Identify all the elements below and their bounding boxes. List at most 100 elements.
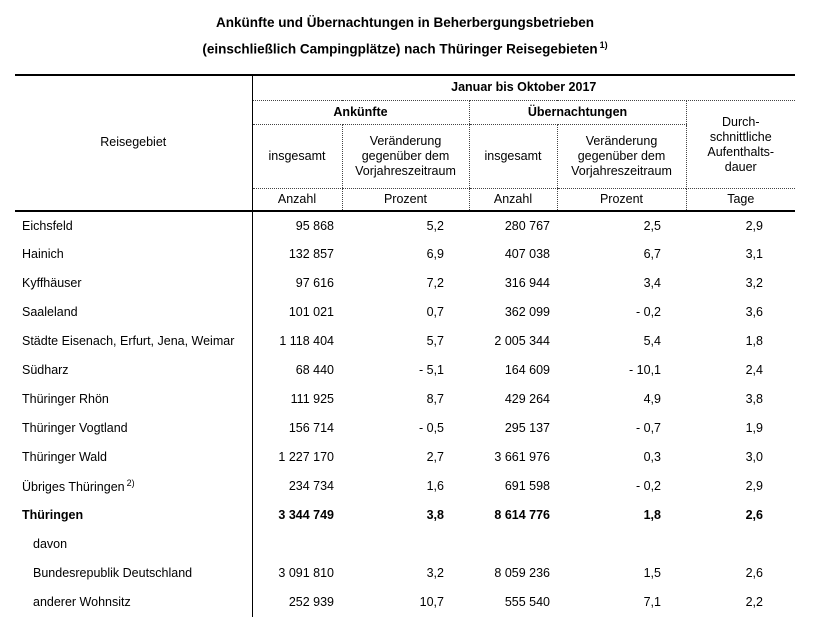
- overnights-change: - 0,2: [635, 479, 661, 493]
- overnights-total-header: insgesamt: [468, 124, 557, 189]
- table-row: Bundesrepublik Deutschland 3 091 810 3,2…: [15, 558, 795, 588]
- overnights-change: 2,5: [643, 218, 661, 233]
- region-name: Thüringer Vogtland: [15, 413, 253, 443]
- overnights-total: 164 609: [504, 363, 550, 377]
- statistics-table: Reisegebiet Januar bis Oktober 2017 Ankü…: [15, 73, 795, 617]
- avg-stay-days: 3,0: [745, 450, 763, 464]
- title-line-2: (einschließlich Campingplätze) nach Thür…: [202, 40, 608, 57]
- unit-prozent-arrivals: Prozent: [341, 188, 469, 212]
- table-row: Thüringer Vogtland 156 714 - 0,5 295 137…: [15, 413, 795, 443]
- arrivals-change: 2,7: [426, 450, 444, 464]
- arrivals-change: 0,7: [426, 305, 444, 319]
- avg-stay-days: 2,9: [745, 479, 763, 493]
- table-row: Thüringer Rhön 111 925 8,7 429 264 4,9 3…: [15, 384, 795, 414]
- overnights-change: 1,8: [643, 508, 661, 522]
- arrivals-change: 5,2: [426, 218, 444, 233]
- region-name: Städte Eisenach, Erfurt, Jena, Weimar: [15, 326, 253, 356]
- region-name: Thüringer Wald: [15, 442, 253, 472]
- overnights-change: 1,5: [643, 566, 661, 580]
- avg-stay-days: 3,6: [745, 305, 763, 319]
- arrivals-change: - 0,5: [418, 421, 444, 435]
- avg-stay-days: 2,6: [745, 508, 763, 522]
- document-content: Ankünfte und Übernachtungen in Beherberg…: [15, 0, 795, 617]
- avg-stay-days: 2,4: [745, 363, 763, 377]
- arrivals-total: 97 616: [295, 276, 334, 290]
- avg-stay-days: 2,6: [745, 566, 763, 580]
- period-header: Januar bis Oktober 2017: [252, 74, 795, 101]
- avg-stay-days: 1,9: [745, 421, 763, 435]
- table-row-total: Thüringen 3 344 749 3,8 8 614 776 1,8 2,…: [15, 500, 795, 530]
- table-row: Saaleland 101 021 0,7 362 099 - 0,2 3,6: [15, 297, 795, 327]
- arrivals-change: [342, 530, 469, 559]
- header-row-units: Anzahl Prozent Anzahl Prozent Tage: [15, 188, 795, 212]
- avg-stay-days: [686, 530, 795, 559]
- overnights-total: 316 944: [504, 276, 550, 290]
- region-name: Thüringen: [15, 500, 253, 530]
- arrivals-total: 101 021: [288, 305, 334, 319]
- overnights-change: - 10,1: [629, 363, 661, 377]
- avg-stay-days: 1,8: [745, 334, 763, 348]
- overnights-change: [557, 530, 686, 559]
- header-row-groups: Ankünfte Übernachtungen Durch- schnittli…: [15, 100, 795, 189]
- arrivals-change: 1,6: [426, 479, 444, 493]
- unit-prozent-overnights: Prozent: [556, 188, 686, 212]
- avg-stay-days: 2,2: [745, 595, 763, 609]
- region-name: Kyffhäuser: [15, 268, 253, 298]
- overnights-total: 691 598: [504, 479, 550, 493]
- arrivals-total: [252, 530, 342, 559]
- overnights-change: 5,4: [643, 334, 661, 348]
- overnights-change: 7,1: [643, 595, 661, 609]
- unit-tage: Tage: [685, 188, 795, 212]
- header-row-subcolumns: insgesamt Veränderung gegenüber dem Vorj…: [15, 124, 795, 189]
- region-column-header: Reisegebiet: [15, 74, 253, 212]
- header-row-period: Reisegebiet Januar bis Oktober 2017: [15, 74, 795, 212]
- avg-stay-days: 2,9: [745, 218, 763, 233]
- overnights-change: 4,9: [643, 392, 661, 406]
- arrivals-total: 234 734: [288, 479, 334, 493]
- arrivals-total: 3 091 810: [278, 566, 334, 580]
- arrivals-total: 156 714: [288, 421, 334, 435]
- unit-anzahl-arrivals: Anzahl: [252, 188, 342, 212]
- arrivals-total: 1 118 404: [279, 334, 334, 348]
- title-line-1: Ankünfte und Übernachtungen in Beherberg…: [215, 15, 595, 30]
- unit-anzahl-overnights: Anzahl: [468, 188, 557, 212]
- overnights-total: 295 137: [504, 421, 550, 435]
- arrivals-change: 10,7: [419, 595, 444, 609]
- table-row: Übriges Thüringen 2) 234 734 1,6 691 598 …: [15, 471, 795, 501]
- overnights-change: - 0,2: [635, 305, 661, 319]
- overnights-total: 2 005 344: [494, 334, 550, 348]
- arrivals-total: 68 440: [295, 363, 334, 377]
- arrivals-total: 95 868: [295, 218, 334, 233]
- page-title: Ankünfte und Übernachtungen in Beherberg…: [15, 0, 795, 61]
- region-name: anderer Wohnsitz: [15, 587, 253, 617]
- avg-stay-days: 3,1: [745, 247, 763, 261]
- overnights-total: 280 767: [504, 218, 550, 233]
- region-name: Hainich: [15, 239, 253, 269]
- table-row: Thüringer Wald 1 227 170 2,7 3 661 976 0…: [15, 442, 795, 472]
- avg-stay-days: 3,2: [745, 276, 763, 290]
- overnights-change: 3,4: [643, 276, 661, 290]
- region-name: Thüringer Rhön: [15, 384, 253, 414]
- row-footnote-ref: 2): [126, 477, 135, 488]
- table-row: Südharz 68 440 - 5,1 164 609 - 10,1 2,4: [15, 355, 795, 385]
- arrivals-change: 8,7: [426, 392, 444, 406]
- arrivals-change: 5,7: [426, 334, 444, 348]
- avg-stay-days: 3,8: [745, 392, 763, 406]
- table-row: Städte Eisenach, Erfurt, Jena, Weimar 1 …: [15, 326, 795, 356]
- table-row: Hainich 132 857 6,9 407 038 6,7 3,1: [15, 239, 795, 269]
- arrivals-total-header: insgesamt: [252, 124, 342, 189]
- overnights-change: - 0,7: [635, 421, 661, 435]
- arrivals-group-header: Ankünfte: [252, 100, 469, 125]
- arrivals-total: 252 939: [288, 595, 334, 609]
- arrivals-change-header: Veränderung gegenüber dem Vorjahreszeitr…: [341, 124, 469, 189]
- arrivals-total: 111 925: [290, 392, 334, 406]
- region-name: Eichsfeld: [15, 210, 253, 240]
- table-row: anderer Wohnsitz 252 939 10,7 555 540 7,…: [15, 587, 795, 617]
- arrivals-change: - 5,1: [418, 363, 444, 377]
- arrivals-change: 7,2: [426, 276, 444, 290]
- region-name: Übriges Thüringen 2): [15, 471, 253, 501]
- region-name: davon: [15, 529, 253, 559]
- title-footnote-ref: 1): [599, 40, 608, 50]
- overnights-total: 3 661 976: [494, 450, 550, 464]
